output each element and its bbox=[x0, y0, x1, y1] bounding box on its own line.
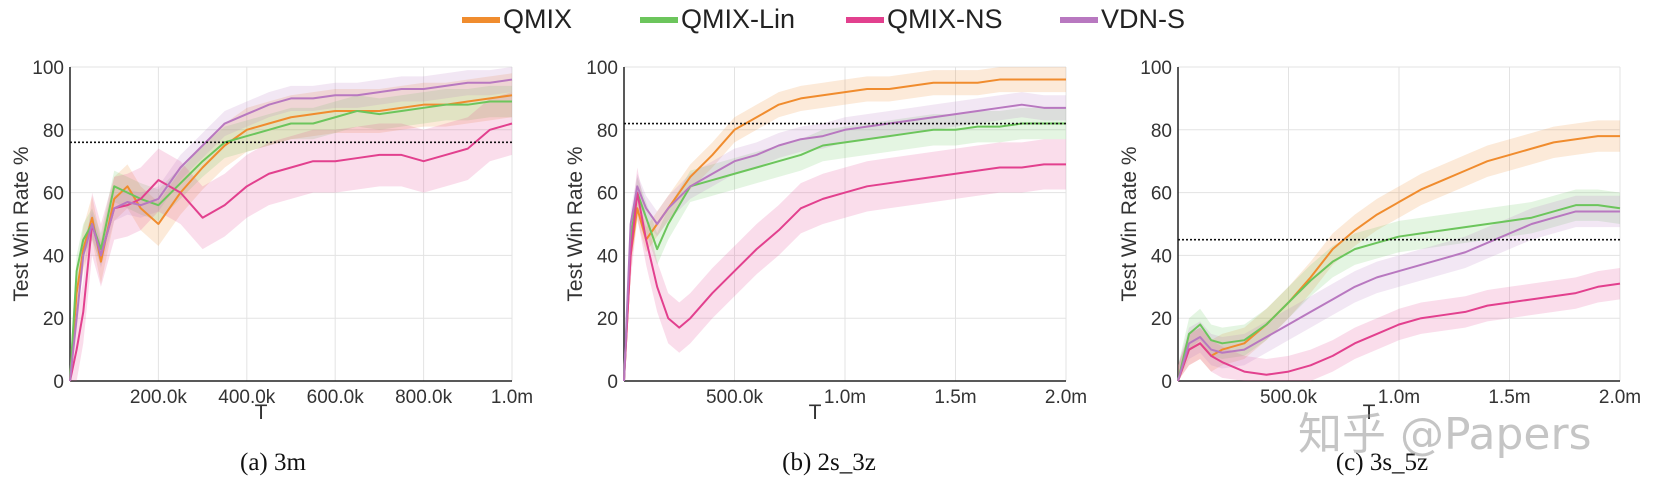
y-tick-label: 40 bbox=[1151, 246, 1172, 267]
x-axis-label: T bbox=[809, 401, 822, 424]
y-tick-label: 100 bbox=[32, 58, 64, 79]
chart-caption: (c) 3s_5z bbox=[1336, 449, 1428, 476]
series-line-vdn-s bbox=[623, 103, 1066, 382]
series-line-qmix bbox=[69, 94, 513, 382]
x-tick-label: 800.0k bbox=[395, 387, 453, 408]
x-tick-label: 500.0k bbox=[706, 387, 764, 408]
series-band-qmix-lin bbox=[70, 85, 512, 381]
x-tick-label: 500.0k bbox=[1260, 387, 1318, 408]
legend-label-qmix-lin: QMIX-Lin bbox=[681, 4, 796, 34]
y-tick-label: 100 bbox=[586, 58, 618, 79]
y-tick-label: 20 bbox=[597, 309, 618, 330]
series-line-qmix-lin bbox=[1177, 204, 1621, 382]
y-tick-label: 60 bbox=[597, 184, 618, 205]
series-band-qmix-lin bbox=[1178, 189, 1620, 381]
series-line-qmix-lin bbox=[69, 100, 512, 382]
x-tick-label: 200.0k bbox=[130, 387, 188, 408]
legend-swatch-vdn-s bbox=[1060, 16, 1098, 23]
watermark-text: 知乎 @Papers bbox=[1298, 409, 1592, 460]
y-tick-label: 20 bbox=[1151, 309, 1172, 330]
legend-swatch-qmix-lin bbox=[640, 16, 678, 23]
y-tick-label: 20 bbox=[43, 309, 64, 330]
series-line-qmix-ns bbox=[623, 163, 1066, 382]
x-tick-label: 1.0m bbox=[491, 387, 533, 408]
chart-panel-1: 0 20 40 60 80 100 500.0k 1.0m 1.5m 2.0m T Test Win … bbox=[564, 58, 1087, 476]
legend-item-qmix: QMIX bbox=[462, 4, 572, 35]
y-tick-label: 40 bbox=[597, 246, 618, 267]
legend-item-qmix-ns: QMIX-NS bbox=[846, 4, 1003, 35]
chart-caption: (a) 3m bbox=[240, 449, 306, 476]
series-line-vdn-s bbox=[69, 78, 513, 382]
x-axis-label: T bbox=[255, 401, 268, 424]
chart-panel-2: 0 20 40 60 80 100 500.0k 1.0m 1.5m 2.0m T Test Win … bbox=[1118, 58, 1641, 476]
x-tick-label: 600.0k bbox=[307, 387, 365, 408]
y-tick-label: 80 bbox=[1151, 121, 1172, 142]
legend-label-vdn-s: VDN-S bbox=[1101, 4, 1186, 34]
legend-item-qmix-lin: QMIX-Lin bbox=[640, 4, 795, 35]
y-tick-label: 40 bbox=[43, 246, 64, 267]
series-line-qmix-ns bbox=[1177, 282, 1621, 382]
x-tick-label: 2.0m bbox=[1599, 387, 1641, 408]
series-line-qmix bbox=[623, 78, 1066, 382]
chart-caption: (b) 2s_3z bbox=[782, 449, 876, 476]
y-tick-label: 0 bbox=[1161, 372, 1172, 393]
legend-label-qmix: QMIX bbox=[503, 4, 573, 34]
series-band-vdn-s bbox=[624, 92, 1066, 382]
x-tick-label: 1.5m bbox=[1488, 387, 1530, 408]
legend-item-vdn-s: VDN-S bbox=[1060, 4, 1185, 35]
series-band-vdn-s bbox=[1178, 195, 1620, 381]
x-tick-label: 1.5m bbox=[934, 387, 976, 408]
y-axis-label: Test Win Rate % bbox=[10, 146, 33, 301]
x-tick-label: 2.0m bbox=[1045, 387, 1087, 408]
series-band-qmix-lin bbox=[624, 107, 1066, 381]
x-tick-label: 1.0m bbox=[1378, 387, 1420, 408]
y-axis-label: Test Win Rate % bbox=[564, 146, 587, 301]
legend-swatch-qmix bbox=[462, 16, 500, 23]
x-tick-label: 1.0m bbox=[824, 387, 866, 408]
y-tick-label: 80 bbox=[43, 121, 64, 142]
chart-legend: QMIX QMIX-Lin QMIX-NS VDN-S bbox=[0, 0, 1654, 40]
legend-swatch-qmix-ns bbox=[846, 16, 884, 23]
y-tick-label: 0 bbox=[607, 372, 618, 393]
series-line-vdn-s bbox=[1177, 210, 1620, 382]
y-tick-label: 100 bbox=[1140, 58, 1172, 79]
y-tick-label: 60 bbox=[43, 184, 64, 205]
y-tick-label: 80 bbox=[597, 121, 618, 142]
series-band-qmix-ns bbox=[624, 139, 1066, 381]
chart-panel-0: 0 20 40 60 80 100 200.0k 400.0k 600.0k 800.0k 1.0m… bbox=[10, 58, 533, 476]
x-tick-label: 400.0k bbox=[218, 387, 276, 408]
y-tick-label: 0 bbox=[53, 372, 64, 393]
y-tick-label: 60 bbox=[1151, 184, 1172, 205]
series-line-qmix-lin bbox=[623, 122, 1066, 382]
x-axis-label: T bbox=[1363, 401, 1376, 424]
y-axis-label: Test Win Rate % bbox=[1118, 146, 1141, 301]
series-band-qmix bbox=[1178, 120, 1620, 381]
legend-label-qmix-ns: QMIX-NS bbox=[887, 4, 1003, 34]
series-band-qmix-ns bbox=[70, 92, 512, 382]
